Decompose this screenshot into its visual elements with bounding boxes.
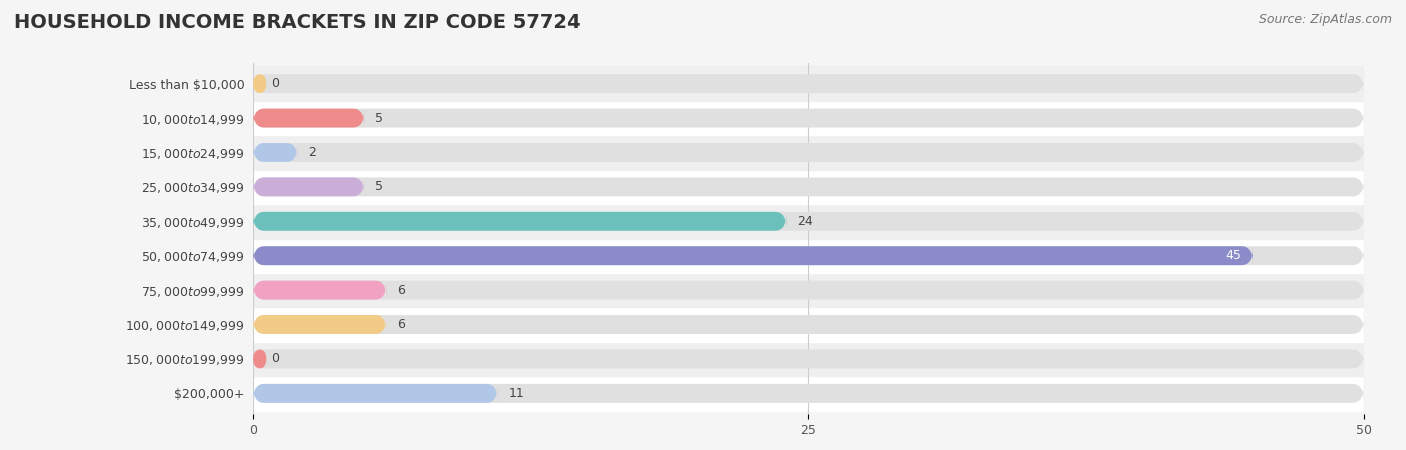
Text: 2: 2 bbox=[308, 146, 316, 159]
Text: 6: 6 bbox=[398, 284, 405, 297]
Text: 5: 5 bbox=[375, 112, 384, 125]
FancyBboxPatch shape bbox=[253, 281, 1364, 300]
FancyBboxPatch shape bbox=[253, 74, 1364, 93]
Text: 11: 11 bbox=[509, 387, 524, 400]
Text: 24: 24 bbox=[797, 215, 813, 228]
FancyBboxPatch shape bbox=[253, 108, 1364, 127]
Bar bbox=[253, 101, 1364, 135]
FancyBboxPatch shape bbox=[253, 350, 1364, 369]
Text: 45: 45 bbox=[1226, 249, 1241, 262]
Text: Source: ZipAtlas.com: Source: ZipAtlas.com bbox=[1258, 14, 1392, 27]
FancyBboxPatch shape bbox=[253, 246, 1253, 265]
Bar bbox=[253, 342, 1364, 376]
Text: 5: 5 bbox=[375, 180, 384, 194]
FancyBboxPatch shape bbox=[253, 212, 786, 231]
Bar bbox=[253, 238, 1364, 273]
Bar bbox=[253, 273, 1364, 307]
FancyBboxPatch shape bbox=[253, 315, 387, 334]
Bar bbox=[253, 307, 1364, 342]
FancyBboxPatch shape bbox=[253, 281, 387, 300]
FancyBboxPatch shape bbox=[253, 384, 498, 403]
FancyBboxPatch shape bbox=[253, 143, 298, 162]
FancyBboxPatch shape bbox=[253, 212, 1364, 231]
FancyBboxPatch shape bbox=[253, 384, 1364, 403]
FancyBboxPatch shape bbox=[253, 143, 1364, 162]
FancyBboxPatch shape bbox=[253, 74, 266, 93]
Bar bbox=[253, 67, 1364, 101]
Text: 6: 6 bbox=[398, 318, 405, 331]
Bar bbox=[253, 204, 1364, 238]
FancyBboxPatch shape bbox=[253, 350, 266, 369]
FancyBboxPatch shape bbox=[253, 177, 364, 196]
Bar bbox=[253, 170, 1364, 204]
Bar bbox=[253, 135, 1364, 170]
FancyBboxPatch shape bbox=[253, 315, 1364, 334]
Text: 0: 0 bbox=[271, 352, 278, 365]
Text: 0: 0 bbox=[271, 77, 278, 90]
Text: HOUSEHOLD INCOME BRACKETS IN ZIP CODE 57724: HOUSEHOLD INCOME BRACKETS IN ZIP CODE 57… bbox=[14, 14, 581, 32]
FancyBboxPatch shape bbox=[253, 108, 364, 127]
Bar bbox=[253, 376, 1364, 410]
FancyBboxPatch shape bbox=[253, 246, 1364, 265]
FancyBboxPatch shape bbox=[253, 177, 1364, 196]
